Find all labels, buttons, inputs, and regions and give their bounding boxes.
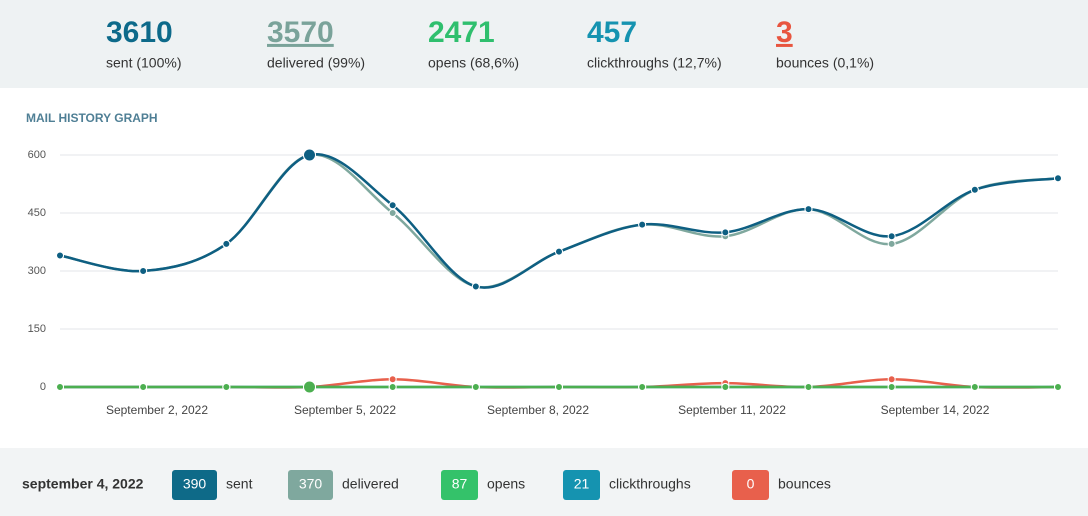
stat-label: bounces (0,1%): [776, 55, 874, 71]
badge-label: delivered: [342, 476, 399, 492]
data-point: [721, 383, 730, 391]
x-tick-label: September 11, 2022: [678, 403, 786, 417]
data-point: [970, 383, 979, 391]
stat-value: 2471: [428, 16, 495, 49]
y-tick-label: 0: [40, 381, 46, 393]
data-point: [638, 220, 647, 229]
stat-value: 3570: [267, 16, 334, 49]
data-point: [804, 205, 813, 214]
badge-label: bounces: [778, 476, 831, 492]
data-point: [303, 380, 316, 394]
data-point: [887, 375, 896, 384]
badge: [563, 470, 600, 500]
data-point: [887, 239, 896, 248]
y-tick-label: 600: [28, 149, 46, 161]
badge-value: 0: [747, 476, 755, 492]
data-point: [303, 148, 316, 162]
badge-label: sent: [226, 476, 253, 492]
footer-date: september 4, 2022: [22, 476, 144, 492]
data-point: [1054, 174, 1062, 183]
data-point: [555, 247, 563, 256]
chart-title: MAIL HISTORY GRAPH: [26, 111, 158, 125]
data-point: [471, 383, 480, 391]
data-point: [388, 375, 397, 384]
data-point: [388, 201, 397, 210]
stat-value: 457: [587, 16, 637, 49]
x-tick-label: September 5, 2022: [294, 403, 396, 417]
data-point: [388, 209, 397, 217]
footer-band: [0, 448, 1088, 516]
data-point: [970, 185, 979, 194]
y-tick-label: 300: [28, 265, 46, 277]
data-point: [471, 282, 480, 291]
data-point: [222, 383, 231, 391]
data-point: [555, 383, 563, 391]
stat-label: opens (68,6%): [428, 55, 519, 71]
x-tick-label: September 8, 2022: [487, 403, 589, 417]
data-point: [222, 239, 231, 248]
badge-label: clickthroughs: [609, 476, 691, 492]
badge-label: opens: [487, 476, 525, 492]
y-tick-label: 450: [28, 207, 46, 219]
data-point: [56, 383, 64, 391]
badge-value: 21: [574, 476, 590, 492]
data-point: [139, 383, 148, 391]
data-point: [388, 383, 397, 391]
data-point: [721, 228, 730, 237]
series-line: [59, 153, 1059, 289]
x-tick-label: September 14, 2022: [881, 403, 990, 417]
badge-value: 87: [452, 476, 468, 492]
badge: [288, 470, 333, 500]
badge-value: 390: [183, 476, 207, 492]
series-line: [59, 152, 1059, 289]
x-tick-label: September 2, 2022: [106, 403, 208, 417]
stat-label: sent (100%): [106, 55, 181, 71]
stats-band: [0, 0, 1088, 88]
y-tick-label: 150: [28, 323, 46, 335]
data-point: [1054, 383, 1062, 391]
stat-value: 3: [776, 16, 793, 49]
badge-value: 370: [299, 476, 323, 492]
badge: [172, 470, 217, 500]
data-point: [56, 251, 64, 260]
badge: [732, 470, 769, 500]
data-point: [638, 383, 647, 391]
stat-value: 3610: [106, 16, 173, 49]
data-point: [139, 267, 148, 275]
badge: [441, 470, 478, 500]
data-point: [804, 383, 813, 391]
data-point: [887, 383, 896, 391]
stat-label: delivered (99%): [267, 55, 365, 71]
stat-label: clickthroughs (12,7%): [587, 55, 722, 71]
data-point: [887, 232, 896, 241]
